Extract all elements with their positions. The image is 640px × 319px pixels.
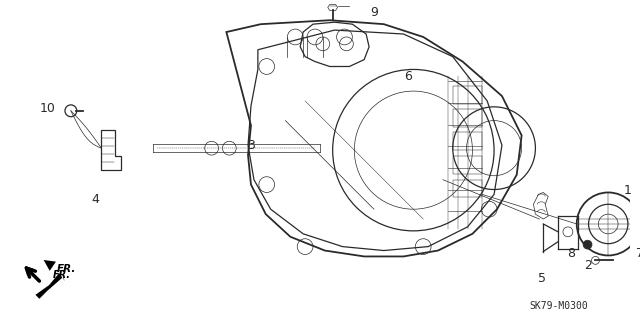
Bar [452,109,483,127]
Text: SK79-M0300: SK79-M0300 [529,300,588,311]
Text: 2: 2 [584,259,591,272]
Text: FR.: FR. [53,270,71,280]
Text: 1: 1 [624,184,632,197]
Text: 7: 7 [636,247,640,260]
Bar [452,180,483,197]
Bar [452,86,483,104]
Text: 9: 9 [370,6,378,19]
Text: 4: 4 [92,193,99,206]
Circle shape [583,240,592,249]
Text: 8: 8 [567,247,575,260]
Text: 3: 3 [247,139,255,152]
Text: 10: 10 [39,102,55,115]
Bar [452,132,483,150]
Text: 5: 5 [538,271,547,285]
Text: FR.: FR. [57,264,76,274]
Bar [452,156,483,174]
Polygon shape [35,273,65,299]
Text: 6: 6 [404,70,412,83]
